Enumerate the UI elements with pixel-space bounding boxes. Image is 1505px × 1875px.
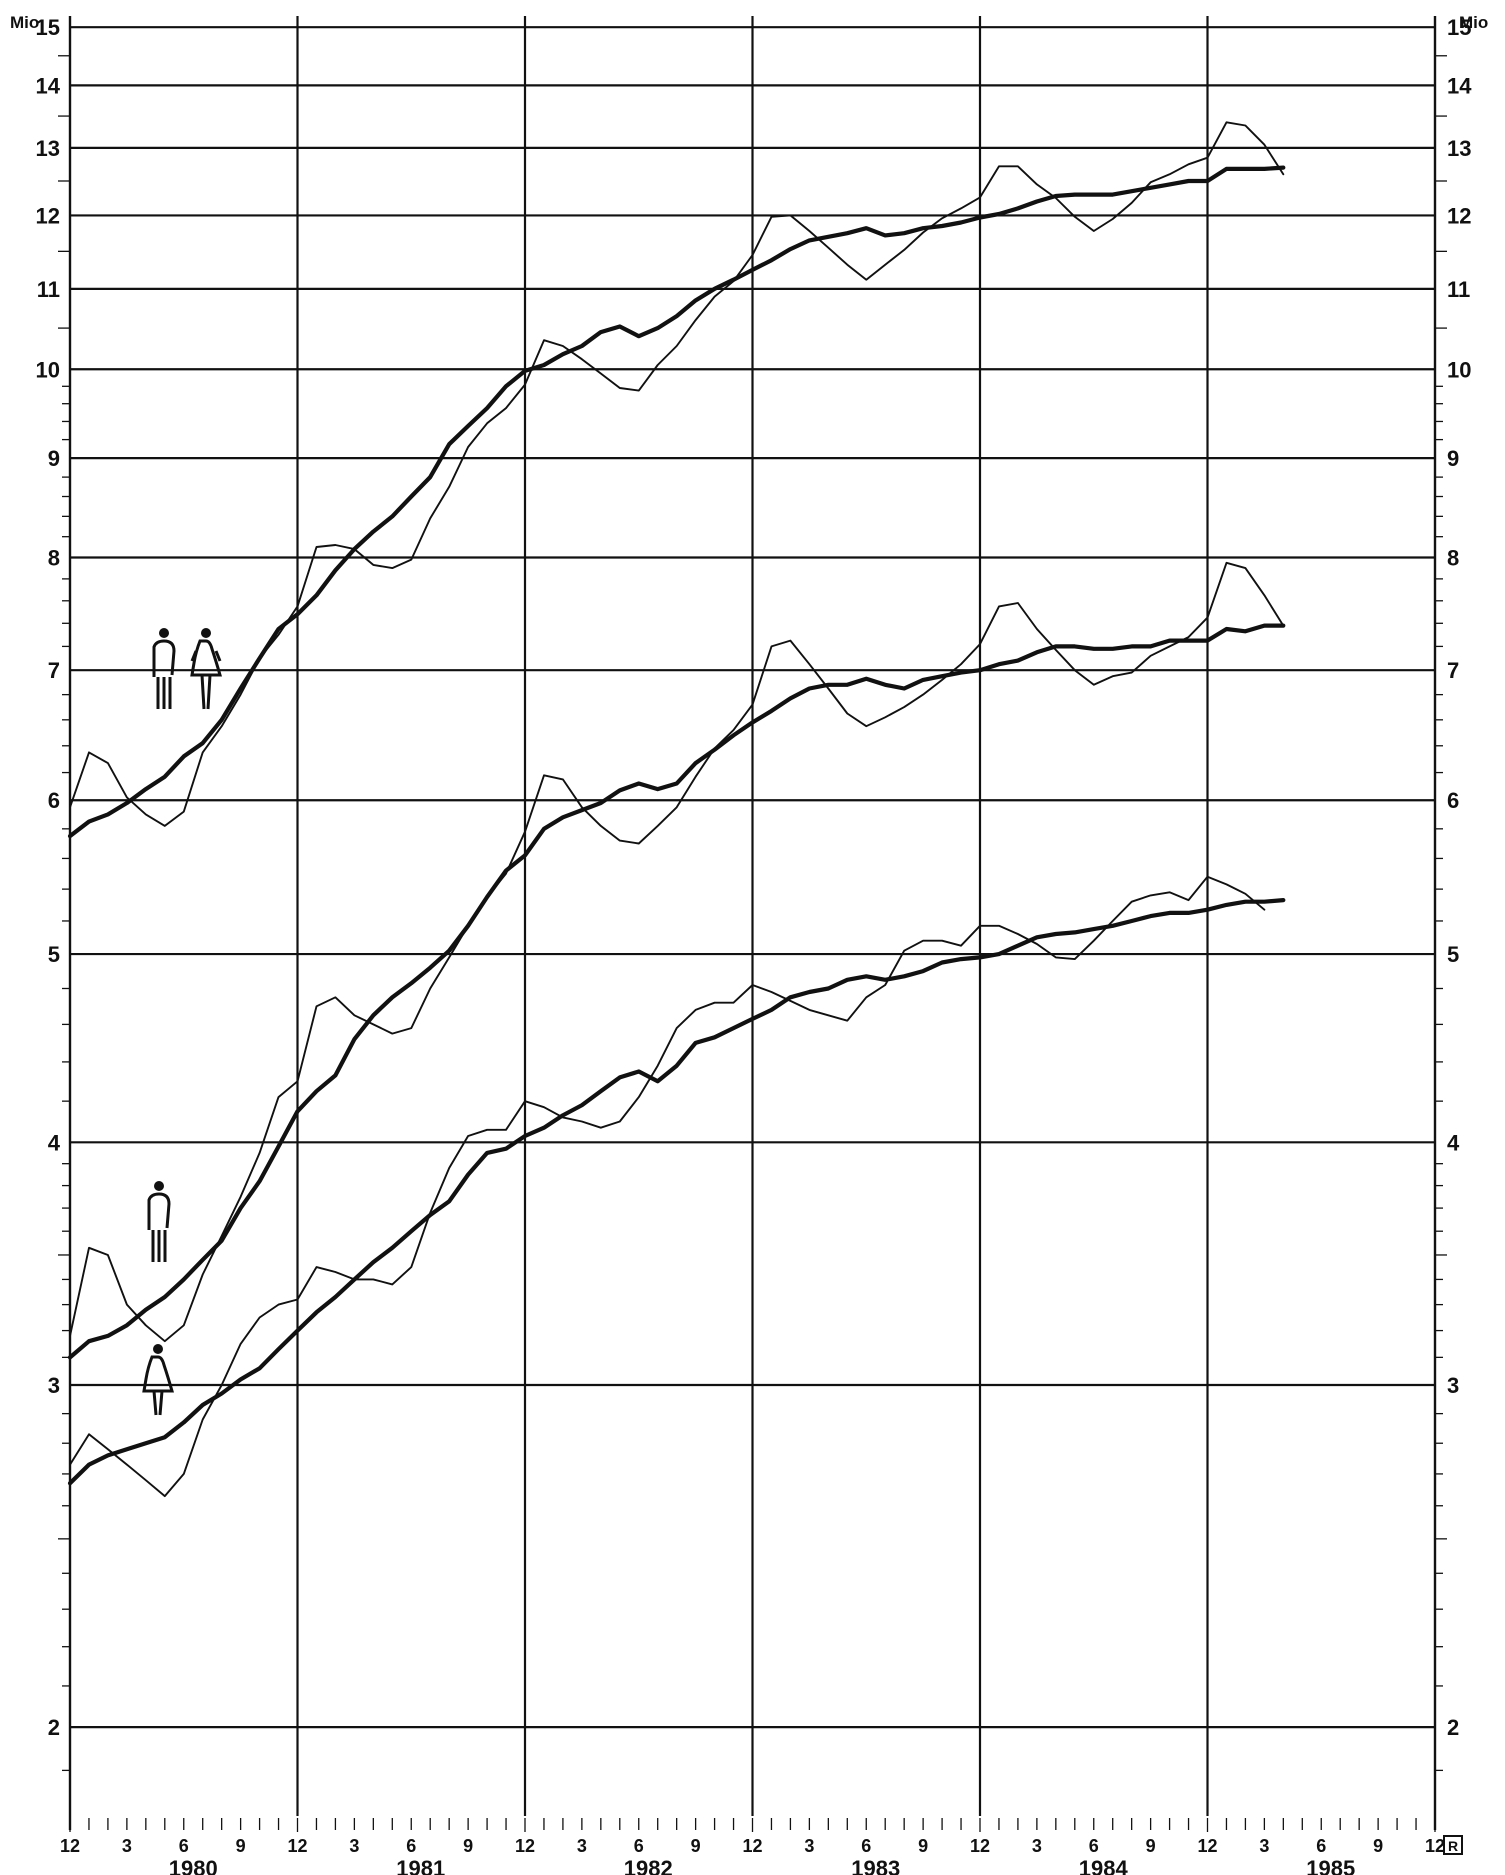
y-tick-label-left: 7 xyxy=(48,658,60,683)
y-tick-label-left: 14 xyxy=(36,73,61,98)
y-tick-label-right: 9 xyxy=(1447,446,1459,471)
series-line-women-trend xyxy=(67,897,1286,1486)
right-minor-ticks xyxy=(1435,55,1447,1772)
year-label-1983: 1983 xyxy=(851,1856,900,1875)
month-label: 3 xyxy=(1032,1836,1042,1856)
month-label: 6 xyxy=(179,1836,189,1856)
month-label: 9 xyxy=(236,1836,246,1856)
y-tick-label-left: 6 xyxy=(48,788,60,813)
y-tick-label-right: 3 xyxy=(1447,1373,1459,1398)
year-label-1985: 1985 xyxy=(1306,1856,1355,1875)
month-label: 6 xyxy=(1089,1836,1099,1856)
man-woman-icon xyxy=(152,628,222,710)
month-label: 6 xyxy=(1316,1836,1326,1856)
y-tick-label-left: 8 xyxy=(48,546,60,571)
year-label-1982: 1982 xyxy=(624,1856,673,1875)
y-tick-label-left: 10 xyxy=(36,357,60,382)
year-label-1981: 1981 xyxy=(396,1856,445,1875)
series-line-total-raw xyxy=(69,121,1285,827)
y-tick-label-left: 9 xyxy=(48,446,60,471)
y-tick-label-right: 2 xyxy=(1447,1715,1459,1740)
y-tick-label-right: 7 xyxy=(1447,658,1459,683)
month-label: 12 xyxy=(60,1836,80,1856)
y-tick-label-left: 4 xyxy=(48,1130,61,1155)
month-label: 9 xyxy=(691,1836,701,1856)
y-tick-label-left: 3 xyxy=(48,1373,60,1398)
month-label: 12 xyxy=(515,1836,535,1856)
y-tick-label-right: 4 xyxy=(1447,1130,1460,1155)
month-label: 12 xyxy=(742,1836,762,1856)
y-tick-label-left: 13 xyxy=(36,136,60,161)
y-tick-label-right: 11 xyxy=(1447,277,1470,302)
y-tick-label-left: 15 xyxy=(36,15,60,40)
unit-label-left: Mio xyxy=(10,13,39,32)
month-label: 3 xyxy=(804,1836,814,1856)
month-label: 12 xyxy=(1197,1836,1217,1856)
month-label: 3 xyxy=(349,1836,359,1856)
month-label: 12 xyxy=(970,1836,990,1856)
y-tick-label-right: 14 xyxy=(1447,73,1472,98)
y-tick-label-left: 11 xyxy=(37,277,60,302)
corner-mark-box xyxy=(1443,1835,1463,1855)
month-label: 3 xyxy=(577,1836,587,1856)
year-label-1980: 1980 xyxy=(169,1856,218,1875)
y-tick-label-right: 12 xyxy=(1447,203,1471,228)
y-tick-label-right: 6 xyxy=(1447,788,1459,813)
y-axis-labels: 2 2 3 3 4 4 5 5 6 6 7 7 8 8 9 9 10 10 11 11 12 12 13 13 14 14 15 15 xyxy=(36,15,1473,1740)
vertical-gridlines xyxy=(296,16,1209,1816)
x-axis-month-labels: 12 3 6 9 12 3 6 9 12 3 6 9 12 3 6 9 12 3 6 9 12 3 6 9 12 xyxy=(60,1836,1445,1856)
month-label: 9 xyxy=(918,1836,928,1856)
month-label: 12 xyxy=(287,1836,307,1856)
month-label: 12 xyxy=(1425,1836,1445,1856)
series-line-total-trend xyxy=(67,165,1286,839)
month-label: 9 xyxy=(1373,1836,1383,1856)
y-tick-label-left: 12 xyxy=(36,203,60,228)
month-label: 3 xyxy=(1259,1836,1269,1856)
month-label: 3 xyxy=(122,1836,132,1856)
month-label: 6 xyxy=(634,1836,644,1856)
month-label: 6 xyxy=(861,1836,871,1856)
month-ticks xyxy=(69,1818,1436,1832)
y-tick-label-right: 5 xyxy=(1447,942,1459,967)
month-label: 9 xyxy=(1146,1836,1156,1856)
month-label: 9 xyxy=(463,1836,473,1856)
man-icon xyxy=(147,1181,171,1262)
series-line-men-trend xyxy=(67,623,1286,1360)
series-lines xyxy=(67,121,1286,1498)
axes xyxy=(68,16,1437,1830)
woman-icon xyxy=(142,1344,174,1416)
y-tick-label-right: 8 xyxy=(1447,546,1459,571)
y-tick-label-right: 13 xyxy=(1447,136,1471,161)
month-label: 6 xyxy=(406,1836,416,1856)
y-tick-label-left: 2 xyxy=(48,1715,60,1740)
y-tick-label-left: 5 xyxy=(48,942,60,967)
x-axis-year-labels: 1980 1981 1982 1983 1984 1985 xyxy=(169,1856,1355,1875)
corner-mark: R xyxy=(1448,1838,1458,1854)
y-tick-label-right: 15 xyxy=(1447,15,1471,40)
y-tick-label-right: 10 xyxy=(1447,357,1471,382)
left-minor-ticks xyxy=(58,55,70,1772)
series-line-women-raw xyxy=(69,875,1266,1498)
year-label-1984: 1984 xyxy=(1079,1856,1129,1875)
series-line-men-raw xyxy=(69,561,1285,1343)
unit-label-right: Mio xyxy=(1459,13,1488,32)
